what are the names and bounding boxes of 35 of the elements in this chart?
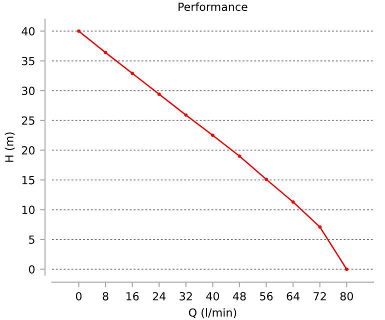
x-tick-label: 72 — [314, 292, 326, 300]
x-tick-label: 40 — [206, 292, 220, 300]
point — [184, 113, 188, 117]
point — [210, 134, 214, 138]
y-tick-label: 40 — [22, 27, 35, 36]
x-tick-label: 56 — [260, 292, 273, 300]
point — [157, 92, 161, 96]
y-axis-title: H (m) — [4, 132, 15, 162]
chart-title: Performance — [178, 2, 248, 12]
x-tick-label: 16 — [126, 292, 139, 300]
y-tick-label: 5 — [29, 236, 34, 244]
point — [130, 72, 134, 76]
x-tick-label: 8 — [102, 292, 108, 300]
y-tick-label: 20 — [22, 146, 35, 155]
y-tick-label: 10 — [22, 206, 35, 214]
y-tick-label: 30 — [22, 86, 35, 96]
x-tick-label: 80 — [340, 292, 353, 300]
y-tick-label: 15 — [22, 176, 34, 184]
y-tick-label: 25 — [22, 116, 34, 125]
point — [238, 154, 242, 158]
x-tick-label: 48 — [232, 292, 246, 300]
point — [344, 268, 348, 271]
x-tick-label: 64 — [286, 292, 300, 300]
point — [264, 178, 268, 182]
y-tick-label: 0 — [28, 265, 35, 274]
point — [104, 50, 108, 54]
line-series — [77, 29, 348, 271]
y-tick-label: 35 — [22, 56, 34, 66]
point — [77, 29, 80, 33]
point — [291, 200, 295, 204]
point — [318, 225, 322, 229]
x-tick-label: 24 — [152, 292, 166, 300]
x-tick-label: 0 — [76, 292, 82, 300]
x-axis-title: Q (l/min) — [188, 308, 236, 318]
x-tick-label: 32 — [180, 292, 192, 300]
